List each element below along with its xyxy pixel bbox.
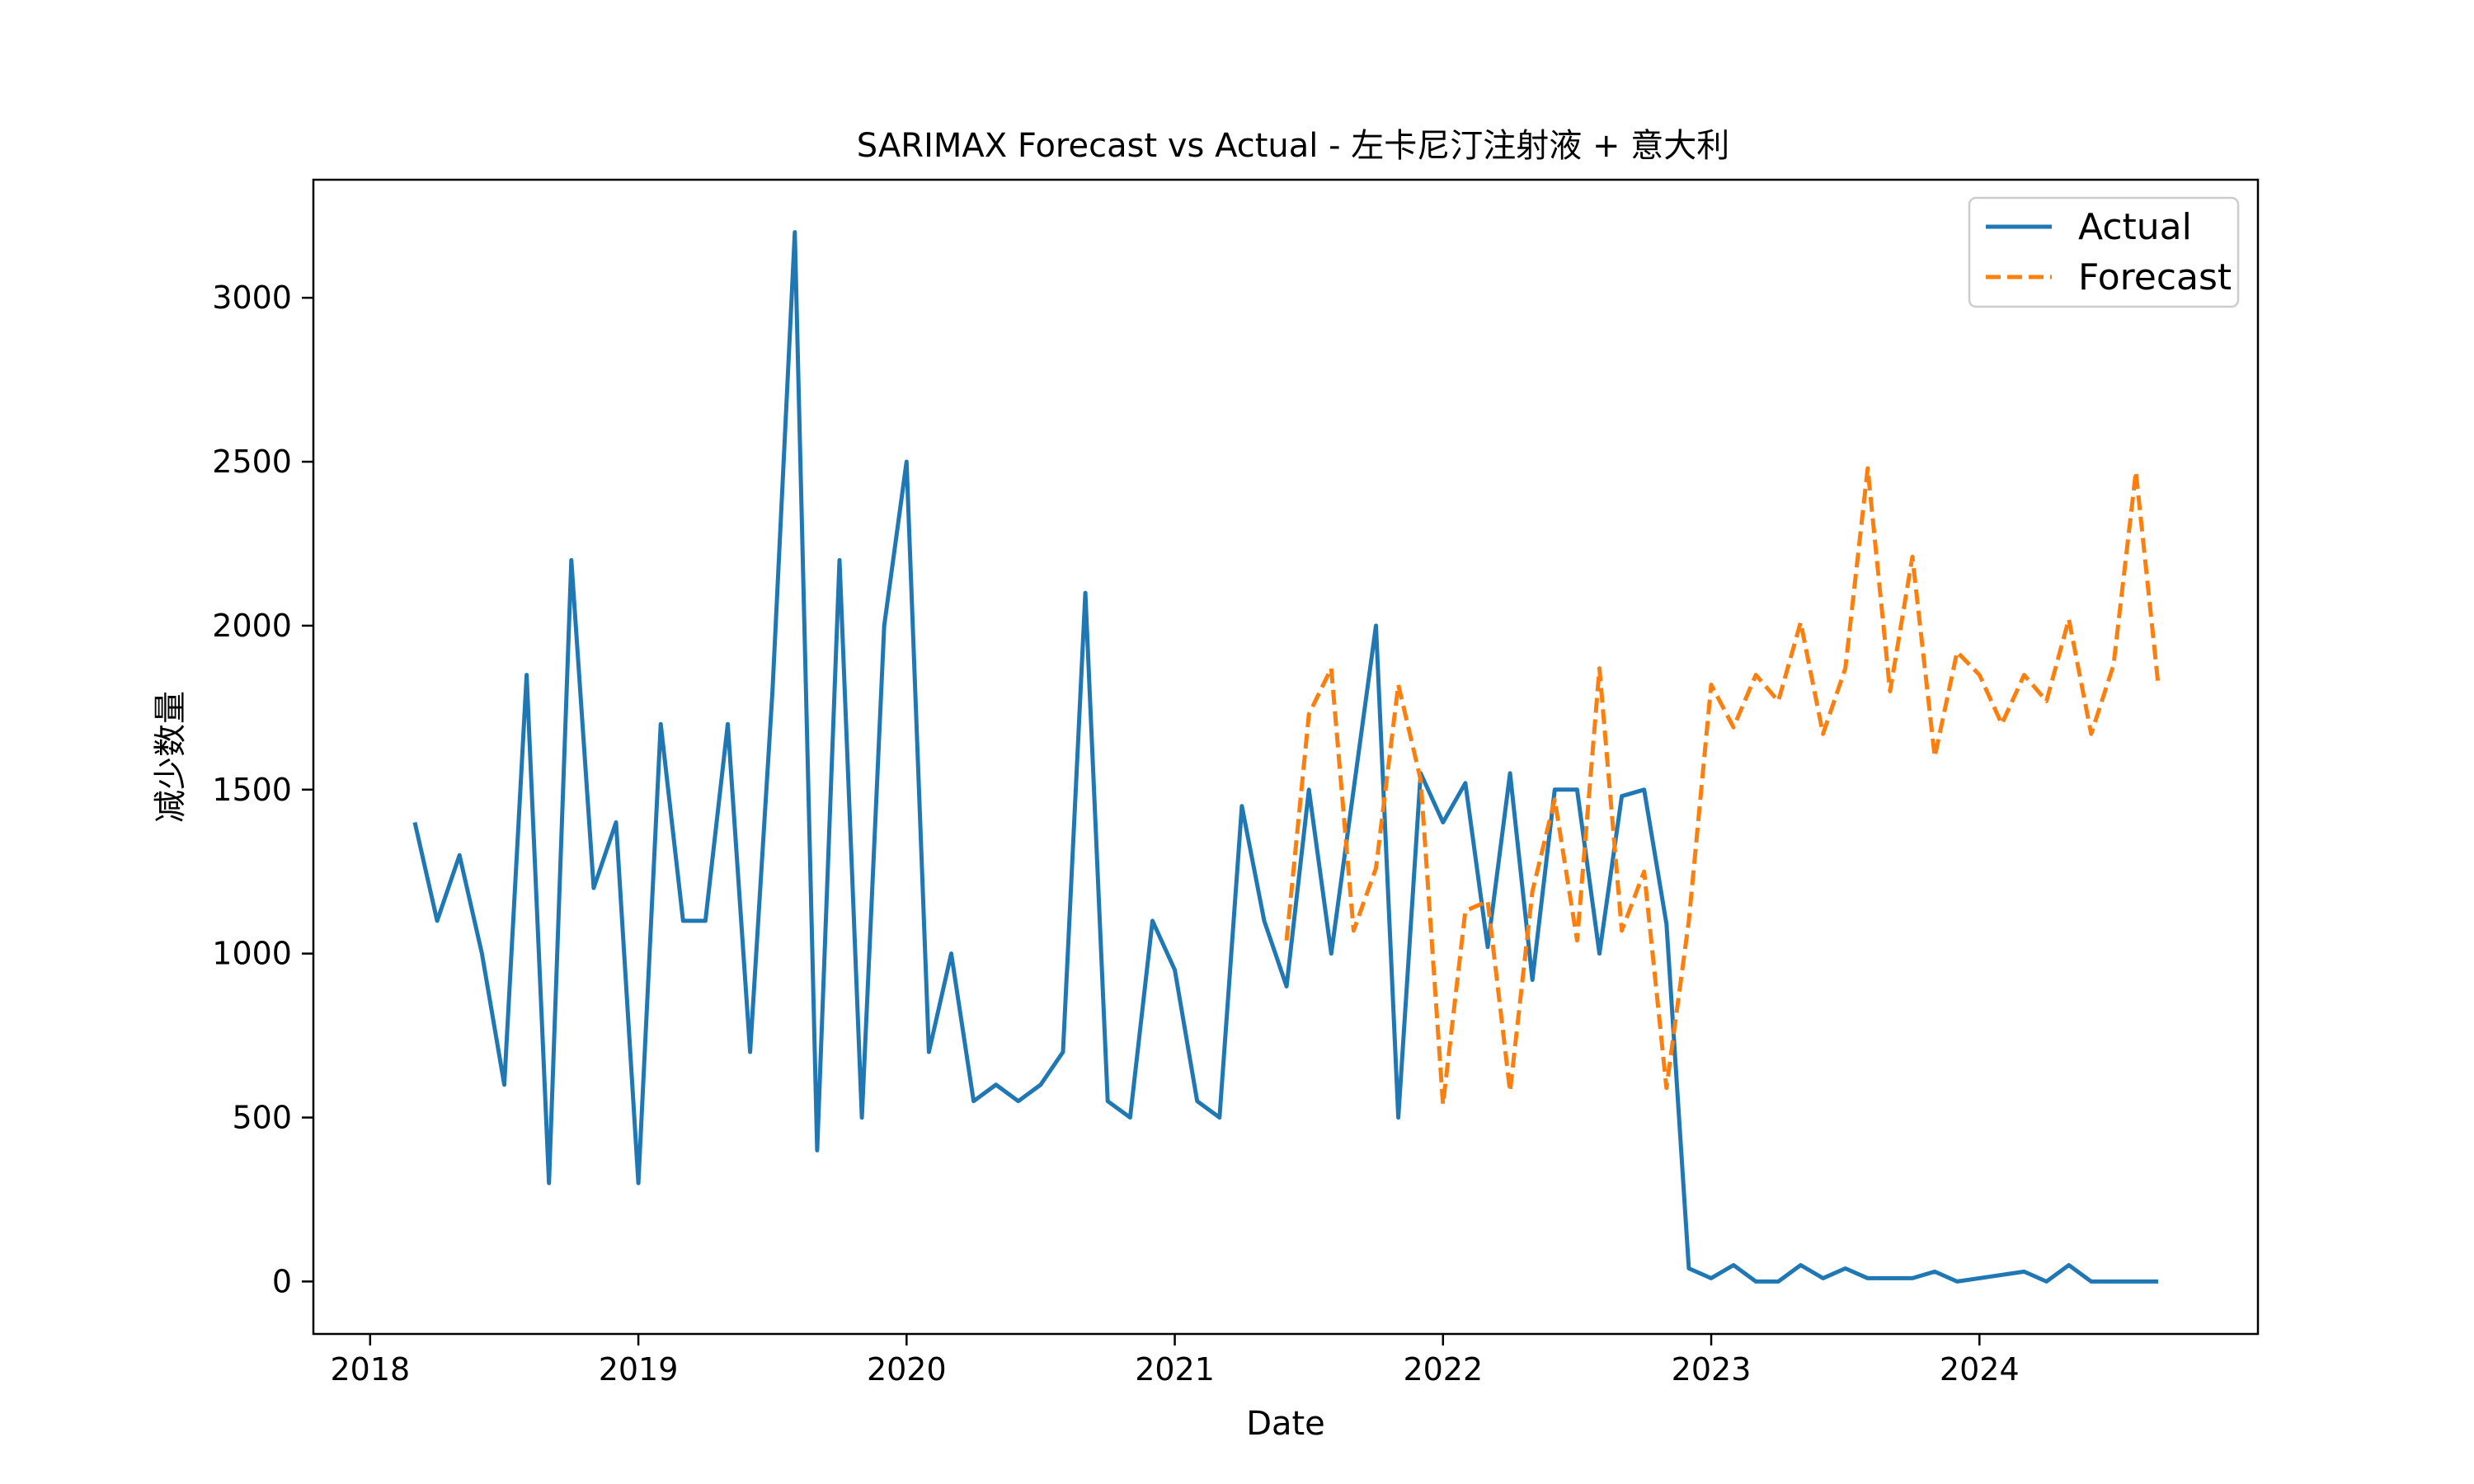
y-tick-label: 1500 (212, 772, 292, 808)
chart-title: SARIMAX Forecast vs Actual - 左卡尼汀注射液 + 意… (857, 127, 1729, 165)
x-tick-label: 2019 (599, 1351, 679, 1388)
y-tick-label: 500 (232, 1100, 292, 1136)
legend: Actual Forecast (1968, 196, 2240, 308)
legend-label-actual: Actual (2078, 206, 2192, 248)
x-tick-label: 2023 (1672, 1351, 1752, 1388)
x-tick-label: 2024 (1940, 1351, 2020, 1388)
y-axis: 0 500 1000 1500 2000 2500 3000 (212, 279, 313, 1299)
y-axis-label: 减少数量 (152, 691, 190, 823)
x-tick-label: 2022 (1403, 1351, 1483, 1388)
x-tick-label: 2021 (1135, 1351, 1215, 1388)
x-axis-label: Date (1246, 1405, 1325, 1443)
plot-frame (312, 178, 2260, 1336)
series-line-forecast (1284, 466, 2161, 1107)
series-line-actual (412, 230, 2159, 1284)
y-tick-label: 1000 (212, 936, 292, 972)
x-tick-label: 2018 (330, 1351, 410, 1388)
legend-label-forecast: Forecast (2078, 256, 2232, 298)
x-tick-label: 2020 (867, 1351, 947, 1388)
y-tick-label: 2000 (212, 608, 292, 644)
x-axis: 2018 2019 2020 2021 2022 2023 2024 (330, 1334, 2020, 1388)
plot-lines (412, 230, 2161, 1284)
y-tick-label: 3000 (212, 279, 292, 316)
y-tick-label: 0 (272, 1263, 292, 1299)
y-tick-label: 2500 (212, 444, 292, 480)
